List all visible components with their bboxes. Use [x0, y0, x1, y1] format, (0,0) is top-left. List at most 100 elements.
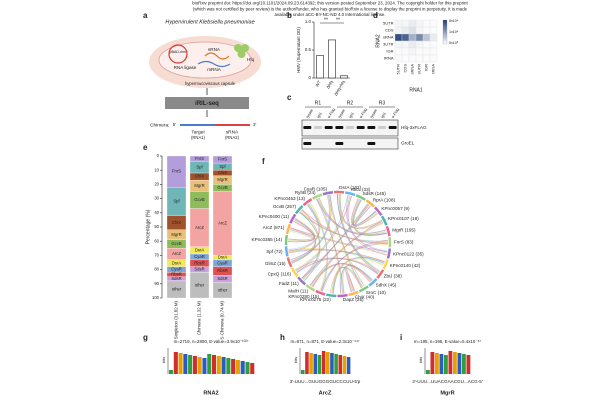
logo-stack	[435, 353, 439, 374]
heatmap-cell	[422, 33, 431, 42]
logo-stack	[334, 354, 338, 374]
y-tick-label: 1.0	[305, 19, 312, 24]
chord	[338, 194, 383, 229]
segment-label: RbsR	[194, 260, 204, 265]
heatmap-cell	[401, 26, 410, 35]
ring-segment	[315, 289, 326, 296]
heatmap-cell	[401, 54, 410, 63]
rna-name: RNA2	[203, 390, 218, 396]
logo-stack	[173, 352, 178, 374]
circos-label: ArcZ (871)	[263, 225, 285, 230]
ring-segment	[284, 246, 289, 257]
logo-stack	[426, 370, 430, 374]
logo-stack	[466, 355, 471, 374]
segment-label: DsrA	[195, 248, 205, 253]
y-axis-label: HMV (Supernatant OD)	[296, 27, 301, 73]
segment-label: ChiX	[195, 174, 204, 179]
significance: **	[336, 17, 340, 23]
segment-label: GcvB	[171, 241, 181, 246]
ring-segment	[284, 234, 289, 246]
x-tick-label: Singleton (31.82 M)	[174, 300, 179, 339]
ring-segment	[386, 248, 392, 259]
chord	[301, 205, 371, 279]
sequence: 3'-UUU...UUACGAACGU...ACG-5'	[412, 379, 483, 384]
segment-label: FnrS	[195, 156, 204, 161]
segment-label: GcvB	[194, 197, 204, 202]
segment-label: MgrR	[171, 232, 181, 237]
chord	[288, 202, 321, 253]
circos-label: GcvB (257)	[273, 204, 297, 209]
label: GroEL	[401, 141, 415, 146]
col-label: tRNA	[431, 64, 436, 74]
ring-segment	[302, 198, 313, 207]
y-tick-label: 20	[154, 182, 159, 187]
chord	[299, 211, 320, 280]
ring-segment	[380, 215, 388, 226]
segment-label: ArcZ	[172, 251, 181, 256]
blot	[301, 137, 399, 150]
logo-stack	[192, 356, 197, 374]
circos-label: KPnc0275 (22)	[300, 297, 331, 302]
ring-segment	[368, 278, 378, 287]
circos-label: RprA (108)	[373, 197, 396, 202]
segment-label: CyaR	[194, 254, 204, 259]
label: Hypervirulent Klebsiella pneumoniae	[165, 19, 254, 25]
label: (RNA1)	[191, 135, 206, 140]
label: sRNA	[208, 47, 221, 52]
lane-label: α-Flag	[391, 108, 400, 119]
logo-stack	[188, 355, 193, 374]
label: 5'	[173, 122, 176, 127]
y-tick-label: 80	[154, 267, 159, 272]
ring-segment	[355, 194, 366, 201]
logo-stack	[317, 355, 322, 374]
heatmap-cell	[429, 40, 438, 49]
band	[367, 126, 376, 129]
segment-label: GcvB	[217, 185, 227, 190]
heatmap-cell	[401, 40, 410, 49]
significance: **	[324, 17, 328, 23]
ring-segment	[374, 206, 383, 216]
x-axis-label: RNA1	[409, 87, 423, 93]
chord	[291, 195, 330, 262]
ring-segment	[376, 269, 385, 279]
row-label: CDS	[385, 28, 394, 33]
y-tick-label: 10	[154, 167, 159, 172]
circos-label: CpxQ (116)	[268, 272, 292, 277]
col-label: IGR	[424, 64, 429, 71]
ring-segment	[326, 293, 337, 298]
logo-stack	[462, 354, 466, 374]
hfq-subunit	[237, 50, 246, 58]
circos-label: KPnc0453 (13)	[274, 196, 305, 201]
panel-label: g	[143, 333, 148, 342]
logo-stack	[169, 370, 174, 374]
band	[303, 142, 312, 145]
segment-label: ChiX	[218, 170, 227, 175]
segment-label: Spf	[196, 164, 203, 169]
heatmap-cell	[429, 33, 438, 42]
heatmap-cell	[408, 47, 417, 56]
segment-label: SdsR	[194, 267, 204, 272]
bar-segment	[166, 280, 187, 299]
segment-label: DsrA	[218, 255, 228, 260]
segment-label: DsrA	[172, 260, 182, 265]
circos-label: SdsR (145)	[363, 191, 387, 196]
logo-stack	[250, 363, 255, 374]
circos-label: KPnc0107 (18)	[388, 216, 419, 221]
circos-label: ChiX (40)	[355, 295, 375, 300]
chord	[346, 195, 387, 256]
logo-stack	[346, 357, 351, 374]
lane-label: lysate	[338, 108, 346, 119]
y-tick-label: 30	[154, 196, 159, 201]
chord	[294, 256, 380, 272]
segment-label: other	[172, 287, 182, 292]
ring-segment	[385, 225, 391, 237]
logo-stack	[226, 358, 231, 374]
label: R1	[315, 100, 322, 106]
chord	[296, 195, 352, 273]
y-axis-label: bits	[418, 357, 423, 363]
circos-label: FadZ (11)	[279, 281, 299, 286]
segment-label: other	[218, 287, 228, 292]
segment-label: CyaR	[217, 260, 227, 265]
circos-label: KPnc0122 (35)	[393, 251, 424, 256]
circos-label: SdhX (45)	[376, 283, 397, 288]
